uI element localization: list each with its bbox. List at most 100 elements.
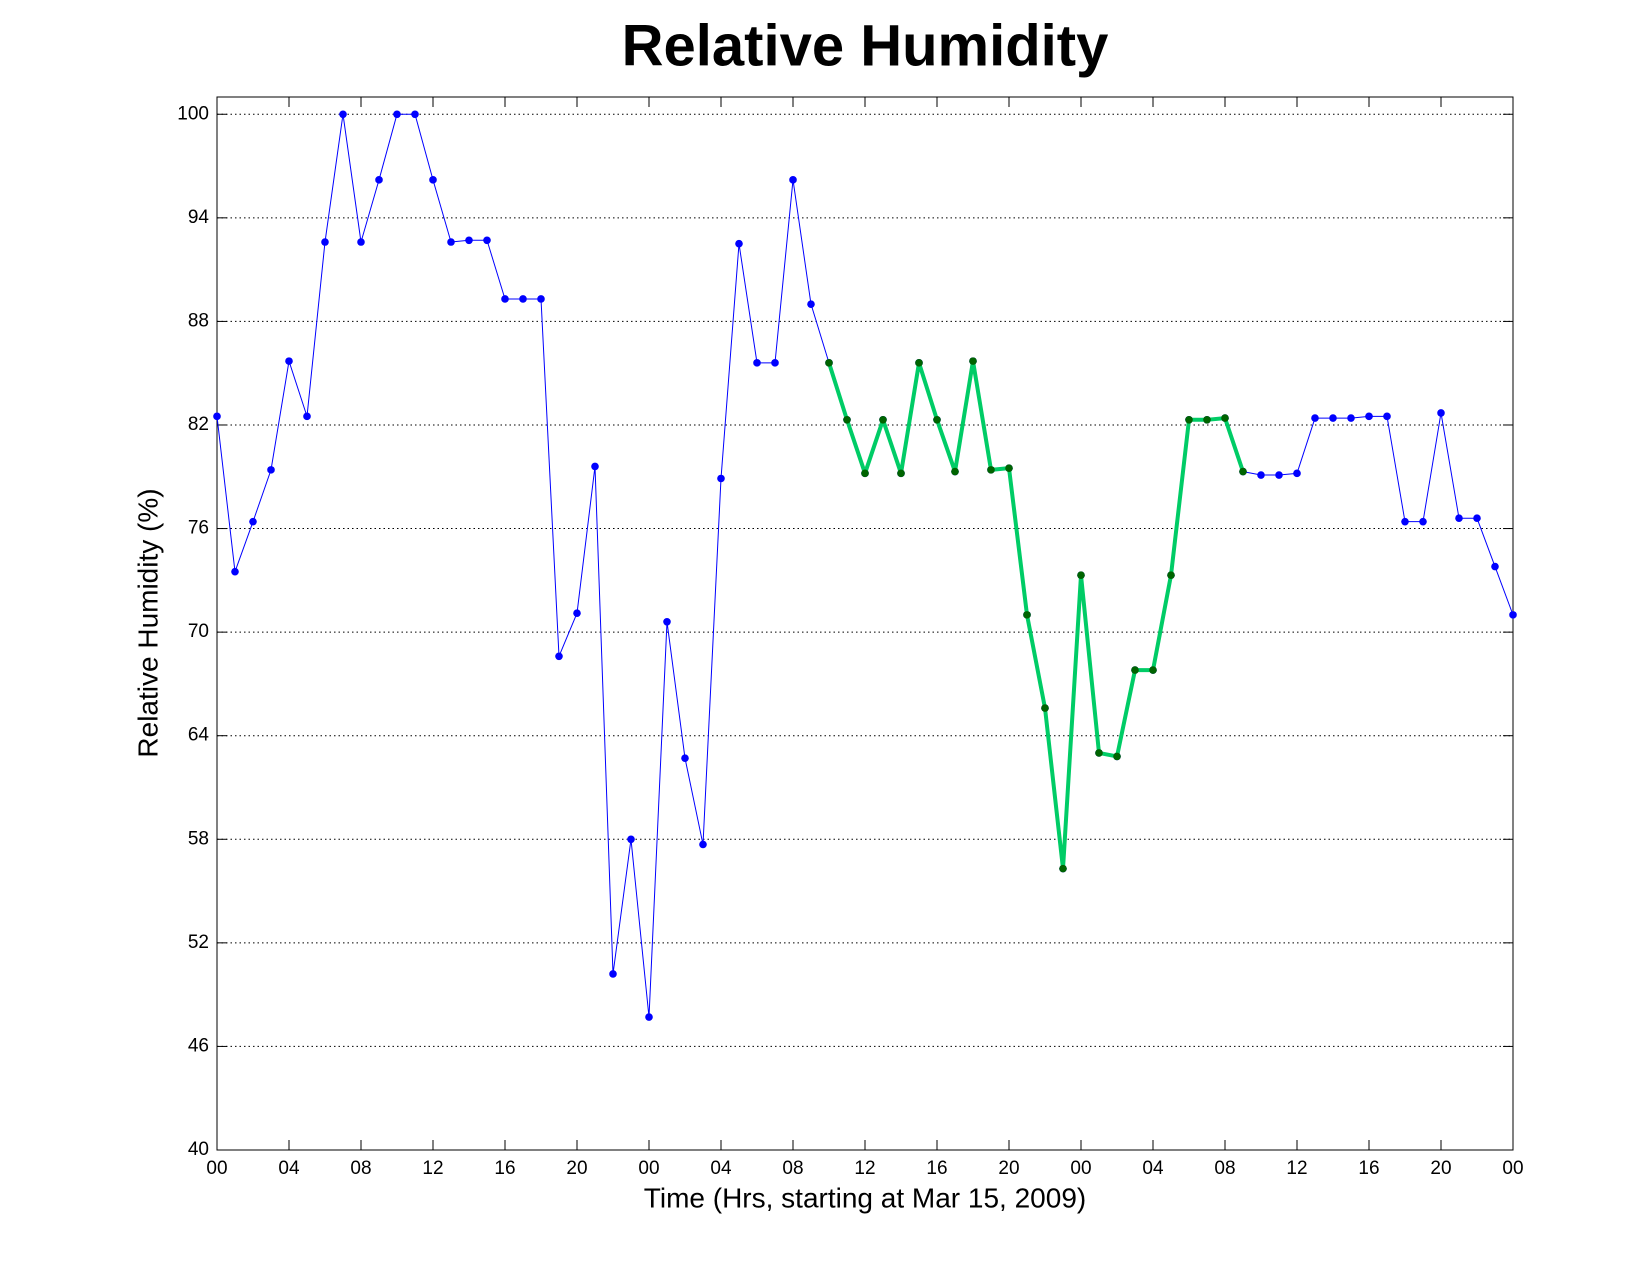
data-point [1041, 704, 1049, 712]
data-point [1329, 414, 1337, 422]
data-point [771, 359, 779, 367]
x-axis-label: Time (Hrs, starting at Mar 15, 2009) [644, 1182, 1086, 1213]
x-tick-label: 16 [1358, 1158, 1379, 1179]
data-point [375, 176, 383, 184]
data-point [717, 474, 725, 483]
data-point [1239, 467, 1247, 476]
data-point [1077, 571, 1085, 579]
data-point [1347, 414, 1355, 422]
data-point [483, 236, 491, 245]
series-line [827, 359, 1245, 871]
y-tick-label: 46 [188, 1035, 209, 1056]
y-tick-label: 40 [188, 1139, 209, 1160]
data-point [231, 567, 239, 576]
data-point [393, 110, 401, 119]
data-point [411, 110, 419, 119]
x-tick-label: 16 [926, 1158, 947, 1179]
y-tick-label: 88 [188, 310, 209, 331]
data-point [591, 462, 599, 471]
data-point [1059, 864, 1067, 873]
data-point [645, 1013, 653, 1021]
data-point [1383, 412, 1391, 421]
data-point [1203, 416, 1211, 424]
x-tick-label: 00 [1070, 1158, 1091, 1179]
data-point [1401, 517, 1409, 526]
data-point [627, 835, 635, 844]
x-tick-label: 12 [1286, 1158, 1307, 1179]
data-point [465, 236, 473, 245]
x-tick-label: 04 [278, 1158, 300, 1179]
data-point [321, 238, 329, 246]
y-tick-label: 58 [188, 828, 209, 849]
data-point [1311, 414, 1319, 422]
series-line [216, 113, 1514, 1018]
y-axis-label: Relative Humidity (%) [132, 488, 163, 757]
y-tick-label: 76 [188, 518, 209, 539]
plot-frame [216, 96, 1514, 1151]
data-point [303, 412, 311, 421]
data-point [555, 652, 563, 661]
y-tick-label: 94 [188, 207, 210, 228]
x-tick-label: 00 [638, 1158, 659, 1179]
data-point [735, 239, 743, 248]
data-point [1095, 749, 1103, 757]
data-point [501, 295, 509, 303]
data-point [249, 517, 257, 526]
data-point [753, 359, 761, 367]
data-point [285, 357, 293, 365]
data-point [1131, 666, 1139, 674]
data-point [537, 295, 545, 303]
data-point [879, 416, 887, 424]
chart-title: Relative Humidity [622, 13, 1109, 78]
data-point [1293, 469, 1301, 478]
data-point [897, 469, 905, 478]
data-point [339, 110, 347, 119]
data-point [663, 617, 671, 626]
data-point [1491, 562, 1499, 571]
data-point [1275, 471, 1283, 479]
data-point [213, 412, 221, 421]
data-point [267, 466, 275, 474]
x-tick-label: 00 [206, 1158, 227, 1179]
data-point [699, 840, 707, 849]
data-point [1221, 414, 1229, 422]
data-point [1167, 571, 1175, 579]
data-point [1113, 752, 1121, 761]
data-point [1455, 514, 1463, 522]
data-point [1185, 416, 1193, 424]
data-point [1509, 611, 1517, 619]
data-point [1473, 514, 1481, 522]
x-tick-label: 00 [1502, 1158, 1523, 1179]
data-point [843, 416, 851, 424]
data-point [1365, 412, 1373, 421]
data-point [1023, 611, 1031, 619]
x-tick-label: 20 [566, 1158, 587, 1179]
data-point [429, 176, 437, 184]
y-tick-label: 82 [188, 414, 209, 435]
data-point [861, 469, 869, 478]
data-point [987, 466, 995, 474]
x-tick-label: 12 [854, 1158, 875, 1179]
data-point [825, 359, 833, 367]
data-point [573, 609, 581, 617]
data-point [447, 238, 455, 246]
x-tick-label: 08 [350, 1158, 371, 1179]
y-tick-label: 52 [188, 932, 209, 953]
data-point [1419, 517, 1427, 526]
data-point [951, 467, 959, 476]
data-point [519, 295, 527, 303]
data-point [1437, 409, 1445, 417]
y-tick-label: 100 [177, 103, 209, 124]
data-point [1257, 471, 1265, 479]
data-point [933, 416, 941, 424]
x-tick-label: 04 [710, 1158, 732, 1179]
x-tick-label: 20 [998, 1158, 1019, 1179]
data-point [681, 754, 689, 762]
data-point [1149, 666, 1157, 674]
data-point [969, 357, 977, 365]
data-point [789, 176, 797, 184]
x-tick-label: 16 [494, 1158, 515, 1179]
data-point [915, 359, 923, 367]
